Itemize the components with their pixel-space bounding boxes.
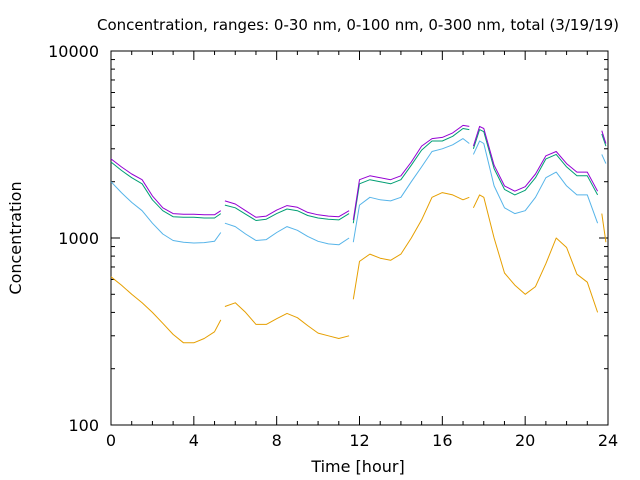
- series-2-line-segment-0: [110, 161, 222, 219]
- series-2-line-segment-3: [472, 129, 599, 196]
- series-3-line-segment-2: [352, 124, 470, 220]
- y-axis-label: Concentration: [6, 181, 25, 294]
- chart-title: Concentration, ranges: 0-30 nm, 0-100 nm…: [97, 16, 619, 34]
- series-0-line-segment-3: [472, 194, 599, 313]
- series-2-line-segment-4: [601, 133, 607, 147]
- series-1-line-segment-0: [110, 181, 222, 244]
- series-3-line-segment-1: [224, 200, 350, 218]
- x-tick-label: 12: [349, 431, 369, 450]
- plot-frame: [110, 50, 609, 426]
- y-tick-label: 10000: [48, 42, 99, 61]
- series-1-line-segment-3: [472, 140, 599, 224]
- x-tick-label: 0: [106, 431, 116, 450]
- y-tick-label: 100: [68, 416, 99, 435]
- x-axis: 0 4 8 12 16 20 24: [106, 51, 618, 450]
- series-3-line-segment-4: [601, 130, 607, 144]
- x-tick-label: 24: [598, 431, 618, 450]
- series-2-line-segment-1: [224, 204, 350, 221]
- series-0-line-segment-2: [352, 192, 470, 300]
- x-tick-label: 16: [432, 431, 452, 450]
- series-1-line-segment-2: [352, 138, 470, 243]
- series-1-line-segment-1: [224, 222, 350, 246]
- series-1-line-segment-4: [601, 154, 607, 164]
- series-3-line-segment-0: [110, 158, 222, 216]
- x-axis-label: Time [hour]: [310, 457, 404, 476]
- series-0-line-segment-4: [601, 213, 607, 243]
- x-tick-label: 4: [189, 431, 199, 450]
- series-0-line-segment-0: [110, 276, 222, 344]
- series-0-line-segment-1: [224, 302, 350, 339]
- series-layer: [110, 124, 607, 344]
- y-axis: 100 1000 10000: [48, 42, 608, 435]
- series-3-line-segment-3: [472, 125, 599, 192]
- y-tick-label: 1000: [58, 229, 99, 248]
- series-2-line-segment-2: [352, 128, 470, 224]
- x-tick-label: 8: [272, 431, 282, 450]
- x-tick-label: 20: [515, 431, 535, 450]
